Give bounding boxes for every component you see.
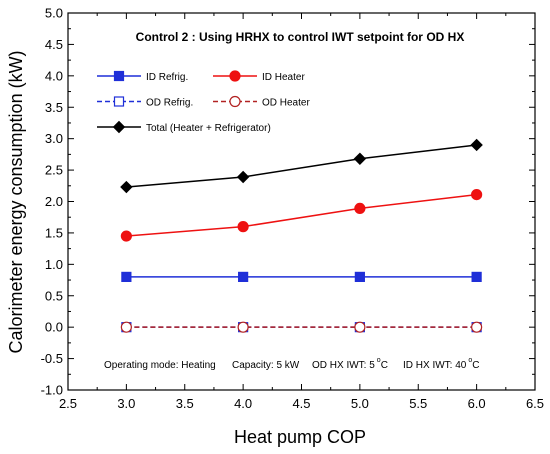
legend-label: Total (Heater + Refrigerator)	[146, 123, 271, 134]
legend-item: Total (Heater + Refrigerator)	[97, 120, 271, 134]
x-tick-label: 4.5	[292, 396, 310, 411]
legend-marker	[112, 120, 126, 134]
legend-marker	[229, 95, 241, 108]
x-axis-title: Heat pump COP	[234, 427, 366, 447]
capacity-text: Capacity: 5 kW	[232, 360, 300, 371]
y-tick-label: 3.5	[45, 100, 63, 115]
series-id-refrig	[121, 271, 482, 282]
od-hx-iwt-text: OD HX IWT: 5 oC	[312, 357, 388, 371]
data-point	[353, 152, 367, 165]
series-total-heater-refrigerator	[120, 138, 483, 194]
plot-area: 2.5 3.0 3.5 4.0 4.5 5.0 5.5 6.0 6.5 -1.0 -0.5 0.0 0.…	[41, 6, 544, 412]
legend-marker	[229, 70, 241, 82]
conditions-annotation: Operating mode: Heating Capacity: 5 kW O…	[104, 357, 480, 371]
legend-item: OD Heater	[213, 95, 310, 109]
legend-item: OD Refrig.	[97, 96, 193, 109]
legend-marker	[113, 96, 125, 107]
data-point	[237, 221, 249, 233]
data-point	[471, 271, 482, 282]
data-point	[238, 271, 249, 282]
legend-item: ID Heater	[213, 70, 305, 83]
y-tick-label: 3.0	[45, 131, 63, 146]
x-tick-label: 3.5	[176, 396, 194, 411]
legend-marker	[113, 70, 125, 82]
x-tick-label: 6.5	[526, 396, 544, 411]
y-tick-label: 4.0	[45, 68, 63, 83]
operating-mode-text: Operating mode: Heating	[104, 360, 216, 371]
data-point	[120, 230, 132, 242]
x-tick-label: 4.0	[234, 396, 252, 411]
y-tick-label: 0.0	[45, 320, 63, 335]
y-tick-label: 5.0	[45, 6, 63, 21]
data-point	[237, 321, 249, 333]
data-point	[354, 321, 366, 333]
data-point	[354, 202, 366, 215]
legend-label: ID Heater	[262, 72, 305, 83]
y-tick-label: -1.0	[41, 383, 63, 398]
series-line	[126, 193, 477, 237]
data-point	[470, 138, 483, 152]
data-point	[120, 180, 133, 194]
legend: ID Refrig. ID Heater OD Refrig. OD Heater To…	[97, 70, 310, 134]
y-tick-label: 1.0	[45, 257, 63, 272]
data-point	[236, 170, 250, 184]
y-tick-label: 2.5	[45, 163, 63, 178]
plot-frame	[67, 12, 536, 391]
data-point	[121, 271, 132, 282]
series-od-heater	[120, 321, 483, 333]
y-tick-label: 4.5	[45, 37, 63, 52]
y-tick-label: 0.5	[45, 288, 63, 303]
y-tick-label: -0.5	[41, 351, 63, 366]
y-tick-label: 2.0	[45, 194, 63, 209]
data-point	[471, 188, 483, 201]
series-id-heater	[120, 188, 483, 242]
x-tick-label: 2.5	[59, 396, 77, 411]
y-tick-label: 1.5	[45, 225, 63, 240]
legend-item: ID Refrig.	[97, 70, 188, 83]
x-tick-label: 5.5	[409, 396, 427, 411]
x-tick-label: 3.0	[117, 396, 135, 411]
x-tick-label: 5.0	[351, 396, 369, 411]
chart-title: Control 2 : Using HRHX to control IWT se…	[136, 30, 465, 44]
legend-label: OD Refrig.	[146, 98, 193, 109]
legend-label: ID Refrig.	[146, 72, 188, 83]
series-line	[126, 144, 477, 188]
data-point	[471, 321, 483, 333]
id-hx-iwt-text: ID HX IWT: 40 oC	[403, 357, 480, 371]
y-axis-title: Calorimeter energy consumption (kW)	[6, 50, 26, 353]
legend-label: OD Heater	[262, 98, 310, 109]
x-tick-label: 6.0	[468, 396, 486, 411]
data-point	[120, 321, 132, 333]
data-point	[354, 271, 365, 282]
